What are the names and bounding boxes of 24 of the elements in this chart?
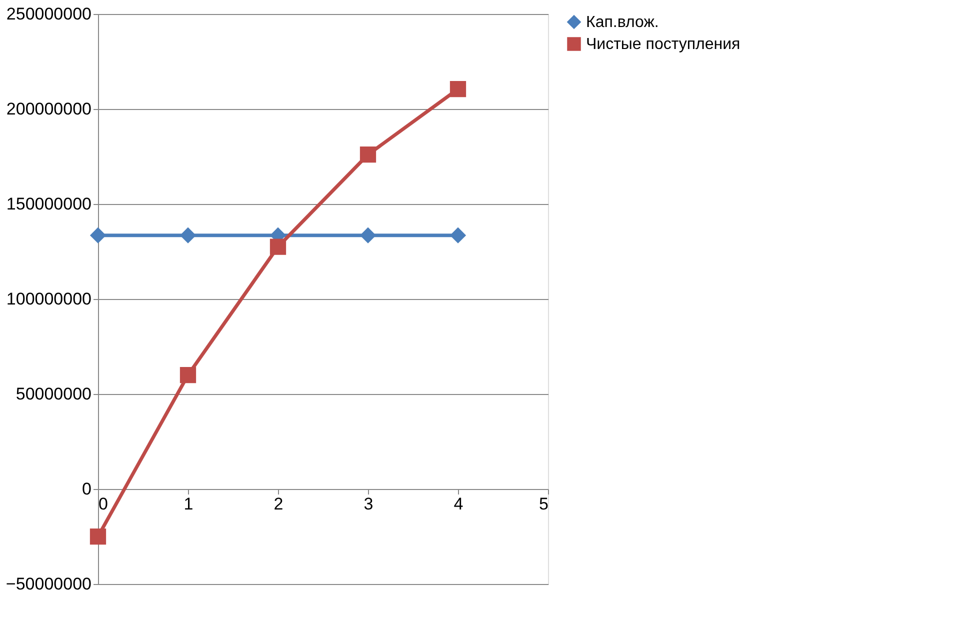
point <box>450 80 466 98</box>
point <box>180 366 196 384</box>
x-tick-label: 0 <box>98 494 108 514</box>
x-tick-label: 5 <box>539 494 548 514</box>
x-tick-label: 3 <box>364 494 374 514</box>
point <box>360 227 376 244</box>
point <box>90 227 106 244</box>
y-tick-label: 0 <box>82 480 92 498</box>
point <box>270 238 286 255</box>
point <box>90 528 106 545</box>
y-tick-label: 50000000 <box>16 384 92 404</box>
y-tick-label: 100000000 <box>6 290 92 308</box>
y-tick-label: 150000000 <box>6 194 92 214</box>
point <box>180 227 196 244</box>
legend-label: Чистые поступления <box>586 36 740 53</box>
x-tick-label: 1 <box>184 494 194 514</box>
x-tick-label: 2 <box>274 494 284 514</box>
y-tick-label: −50000000 <box>6 574 92 594</box>
y-tick-label: 250000000 <box>6 4 92 24</box>
point <box>450 227 466 244</box>
legend-label: Кап.влож. <box>586 14 659 31</box>
y-tick-label: 200000000 <box>6 100 92 118</box>
x-tick-label: 4 <box>454 494 464 514</box>
point <box>360 146 376 163</box>
